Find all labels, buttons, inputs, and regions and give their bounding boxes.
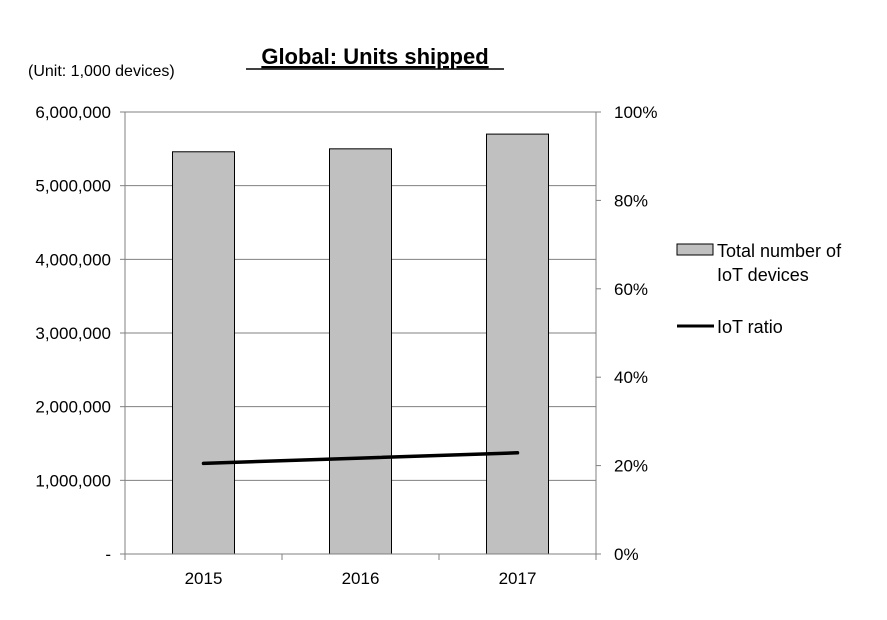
right-tick-label: 60%: [614, 280, 648, 299]
ratio-line: [201, 451, 520, 466]
legend-label-bar-line2: IoT devices: [717, 265, 809, 285]
left-tick-label: 5,000,000: [35, 177, 111, 196]
x-tick-label: 2015: [185, 569, 223, 588]
ratio-line-series: [201, 451, 520, 466]
right-tick-label: 80%: [614, 191, 648, 210]
right-axis-ticks: 0% 20% 40% 60% 80% 100%: [596, 103, 657, 564]
right-tick-label: 40%: [614, 368, 648, 387]
left-tick-label: 1,000,000: [35, 471, 111, 490]
unit-note: (Unit: 1,000 devices): [28, 63, 175, 80]
bar-2016: [329, 148, 392, 555]
left-tick-label: 2,000,000: [35, 398, 111, 417]
bar-series: [172, 133, 549, 555]
legend-label-line: IoT ratio: [717, 317, 783, 337]
legend-label-bar-line1: Total number of: [717, 241, 842, 261]
x-tick-label: 2017: [499, 569, 537, 588]
chart-title: Global: Units shipped: [261, 44, 488, 69]
bar-2017: [486, 133, 549, 555]
left-tick-label: -: [105, 545, 111, 564]
right-tick-label: 0%: [614, 545, 639, 564]
x-tick-label: 2016: [342, 569, 380, 588]
left-tick-label: 6,000,000: [35, 103, 111, 122]
right-tick-label: 100%: [614, 103, 657, 122]
legend: Total number of IoT devices IoT ratio: [676, 241, 842, 337]
right-tick-label: 20%: [614, 457, 648, 476]
left-tick-label: 4,000,000: [35, 250, 111, 269]
left-tick-label: 3,000,000: [35, 324, 111, 343]
bar-2015: [172, 151, 235, 555]
x-axis-ticks: 2015 2016 2017: [124, 554, 597, 588]
legend-swatch-bar: [676, 243, 714, 256]
left-axis-ticks: - 1,000,000 2,000,000 3,000,000 4,000,000 5,0…: [35, 103, 125, 564]
